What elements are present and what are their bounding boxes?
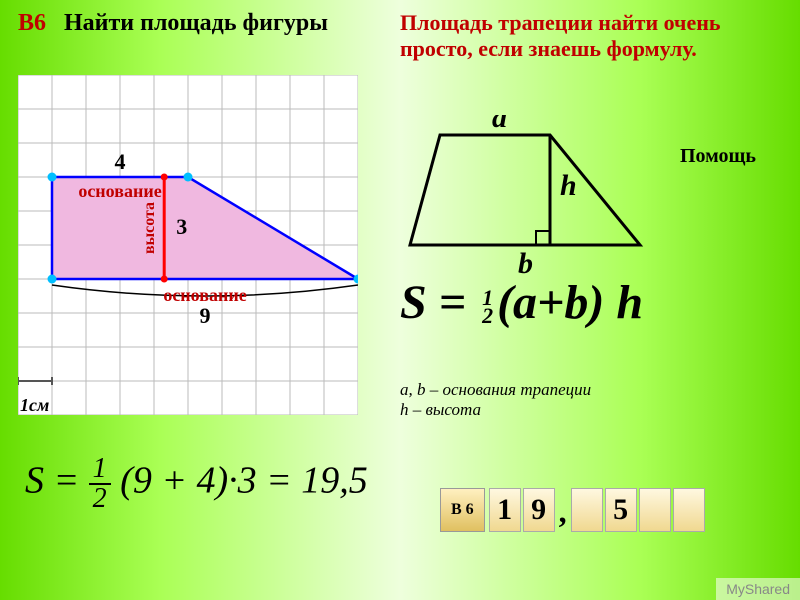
grid-figure: 1см 4основаниеоснование93высота <box>18 75 358 415</box>
answer-digit[interactable]: 9 <box>523 488 555 532</box>
area-formula: S = 1 2 (a+b) h <box>400 275 643 330</box>
answer-digit[interactable]: 1 <box>489 488 521 532</box>
svg-text:3: 3 <box>176 214 187 239</box>
formula-body: (a+b) <box>497 276 604 329</box>
answer-box: B 6 19,5 <box>440 488 705 532</box>
formula-S: S <box>400 276 427 329</box>
diagram-h: h <box>560 169 577 202</box>
formula-explain: a, b – основания трапеции h – высота <box>400 380 591 420</box>
svg-text:4: 4 <box>115 149 126 174</box>
hint-text: Площадь трапеции найти очень просто, есл… <box>400 10 780 62</box>
share-watermark: MyShared <box>716 578 800 600</box>
answer-digit[interactable] <box>639 488 671 532</box>
svg-text:основание: основание <box>78 181 161 201</box>
svg-text:1см: 1см <box>20 395 49 415</box>
answer-digit[interactable] <box>571 488 603 532</box>
formula-eq: = <box>427 276 478 329</box>
formula-frac-bot: 2 <box>482 307 493 325</box>
task-code: B6 <box>18 10 46 36</box>
answer-digits: 19,5 <box>489 488 705 532</box>
calculation: S = 1 2 (9 + 4)·3 = 19,5 <box>25 455 368 513</box>
svg-text:высота: высота <box>141 202 158 254</box>
explain-line1: a, b – основания трапеции <box>400 380 591 400</box>
diagram-b: b <box>518 247 533 275</box>
answer-digit[interactable]: 5 <box>605 488 637 532</box>
grid-svg: 1см 4основаниеоснование93высота <box>18 75 358 415</box>
svg-text:9: 9 <box>200 303 211 328</box>
diagram-a: a <box>492 115 507 134</box>
answer-comma: , <box>557 488 569 532</box>
trapezoid-diagram: a h b <box>400 115 660 275</box>
svg-text:основание: основание <box>163 285 246 305</box>
formula-h: h <box>616 276 643 329</box>
answer-label: B 6 <box>440 488 485 532</box>
task-header: B6 Найти площадь фигуры <box>18 10 328 37</box>
help-label[interactable]: Помощь <box>680 145 756 168</box>
answer-digit[interactable] <box>673 488 705 532</box>
task-title: Найти площадь фигуры <box>64 10 328 36</box>
explain-line2: h – высота <box>400 400 591 420</box>
